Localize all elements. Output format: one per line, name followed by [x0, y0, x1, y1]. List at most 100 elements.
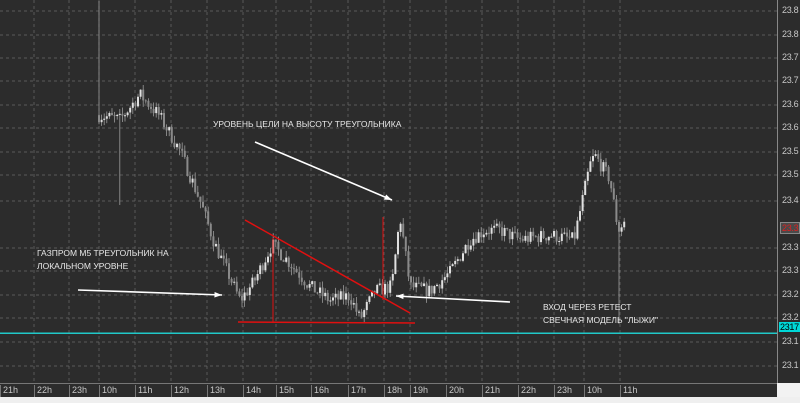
- candle-body: [365, 301, 368, 311]
- candle-body: [126, 112, 129, 116]
- time-label: 21h: [482, 385, 500, 397]
- candle-body: [550, 236, 553, 238]
- candle-body: [118, 113, 121, 115]
- candle-body: [542, 231, 545, 239]
- candle-body: [355, 303, 358, 312]
- candle-body: [186, 156, 189, 176]
- candle-body: [199, 196, 202, 202]
- candle-body: [576, 220, 579, 239]
- candle-body: [254, 277, 256, 281]
- candle-body: [410, 276, 412, 283]
- candle-body: [589, 161, 592, 172]
- target-level-note: УРОВЕНЬ ЦЕЛИ НА ВЫСОТУ ТРЕУГОЛЬНИКА: [213, 119, 402, 129]
- candle-body: [150, 106, 152, 109]
- candle-body: [339, 291, 342, 300]
- candle-body: [256, 274, 259, 281]
- candle-body: [363, 310, 366, 318]
- candle-body: [506, 228, 509, 230]
- time-label: 16h: [311, 385, 329, 397]
- candle-body: [300, 277, 303, 282]
- candle-body: [230, 278, 233, 283]
- candle-body: [607, 166, 610, 182]
- candle-body: [529, 231, 532, 242]
- candle-body: [579, 211, 581, 221]
- candle-body: [108, 113, 111, 117]
- candle-body: [319, 287, 321, 293]
- candle-body: [389, 280, 392, 293]
- entry-arrow-head-icon: [396, 293, 404, 300]
- candle-body: [428, 285, 431, 297]
- entry-note-line1: ВХОД ЧЕРЕЗ РЕТЕСТ: [543, 302, 632, 312]
- candle-body: [545, 238, 548, 241]
- candle-body: [248, 287, 251, 296]
- candle-body: [511, 231, 514, 240]
- candle-body: [623, 221, 626, 228]
- candle-body: [459, 259, 462, 261]
- time-axis[interactable]: 21h 22h 23h 10h 11h 12h 13h 14h 15h 16h 17h 18h 19h 2…: [0, 383, 777, 398]
- candle-body: [189, 175, 191, 183]
- candle-body: [293, 268, 295, 270]
- candle-body: [566, 232, 568, 237]
- candle-body: [498, 223, 501, 228]
- candle-body: [238, 291, 241, 296]
- price-label: 23.1: [782, 336, 799, 346]
- candle-body: [202, 201, 204, 208]
- time-label: 11h: [620, 385, 637, 397]
- candle-body: [295, 268, 298, 273]
- level-price-label: 2317: [779, 322, 800, 332]
- time-label: 20h: [446, 385, 464, 397]
- candle-body: [176, 143, 178, 148]
- chart-area[interactable]: УРОВЕНЬ ЦЕЛИ НА ВЫСОТУ ТРЕУГОЛЬНИКА ГАЗП…: [0, 0, 777, 383]
- price-label: 23.3: [782, 242, 799, 252]
- time-label: 21h: [0, 385, 18, 397]
- time-label: 11h: [135, 385, 152, 397]
- candle-body: [233, 281, 236, 283]
- candle-body: [451, 264, 454, 267]
- candle-body: [337, 293, 340, 300]
- candle-body: [462, 253, 464, 261]
- current-price-label: 23.3: [780, 222, 800, 234]
- candle-body: [615, 199, 618, 222]
- candle-body: [345, 293, 347, 300]
- price-label: 23.6: [782, 99, 799, 109]
- candle-body: [313, 281, 316, 293]
- candle-body: [103, 118, 106, 120]
- candle-body: [261, 265, 264, 271]
- candle-body: [407, 251, 410, 277]
- candle-body: [397, 231, 399, 255]
- candle-body: [501, 227, 503, 236]
- candle-body: [129, 107, 132, 113]
- candle-body: [384, 283, 386, 295]
- time-label: 15h: [276, 385, 294, 397]
- price-label: 23.2: [782, 312, 799, 322]
- candle-body: [586, 171, 589, 181]
- time-label: 12h: [171, 385, 189, 397]
- candle-body: [433, 286, 436, 294]
- candle-body: [555, 230, 558, 242]
- candle-body: [584, 180, 587, 196]
- candle-body: [267, 256, 269, 263]
- candle-body: [573, 232, 576, 239]
- price-chart[interactable]: [0, 0, 777, 383]
- candle-body: [402, 223, 405, 237]
- price-axis[interactable]: 23.8 23.8 23.7 23.7 23.6 23.6 23.5 23.5 23.4 23.3…: [777, 0, 800, 383]
- candle-body: [215, 243, 217, 247]
- candle-body: [493, 225, 496, 228]
- time-label: 19h: [410, 385, 428, 397]
- candle-body: [277, 241, 280, 250]
- time-label: 22h: [518, 385, 536, 397]
- candle-body: [618, 221, 620, 232]
- candle-body: [454, 260, 457, 265]
- candle-body: [311, 281, 314, 285]
- candle-body: [469, 245, 472, 250]
- candle-body: [527, 235, 529, 242]
- candle-body: [467, 244, 470, 250]
- candle-body: [532, 231, 535, 237]
- candle-body: [472, 238, 475, 246]
- candle-body: [235, 281, 238, 292]
- entry-note-line2: СВЕЧНАЯ МОДЕЛЬ "ЛЫЖИ": [543, 315, 658, 325]
- candle-body: [519, 237, 522, 240]
- candle-body: [347, 293, 350, 301]
- candle-body: [209, 223, 212, 237]
- footer: [0, 397, 800, 403]
